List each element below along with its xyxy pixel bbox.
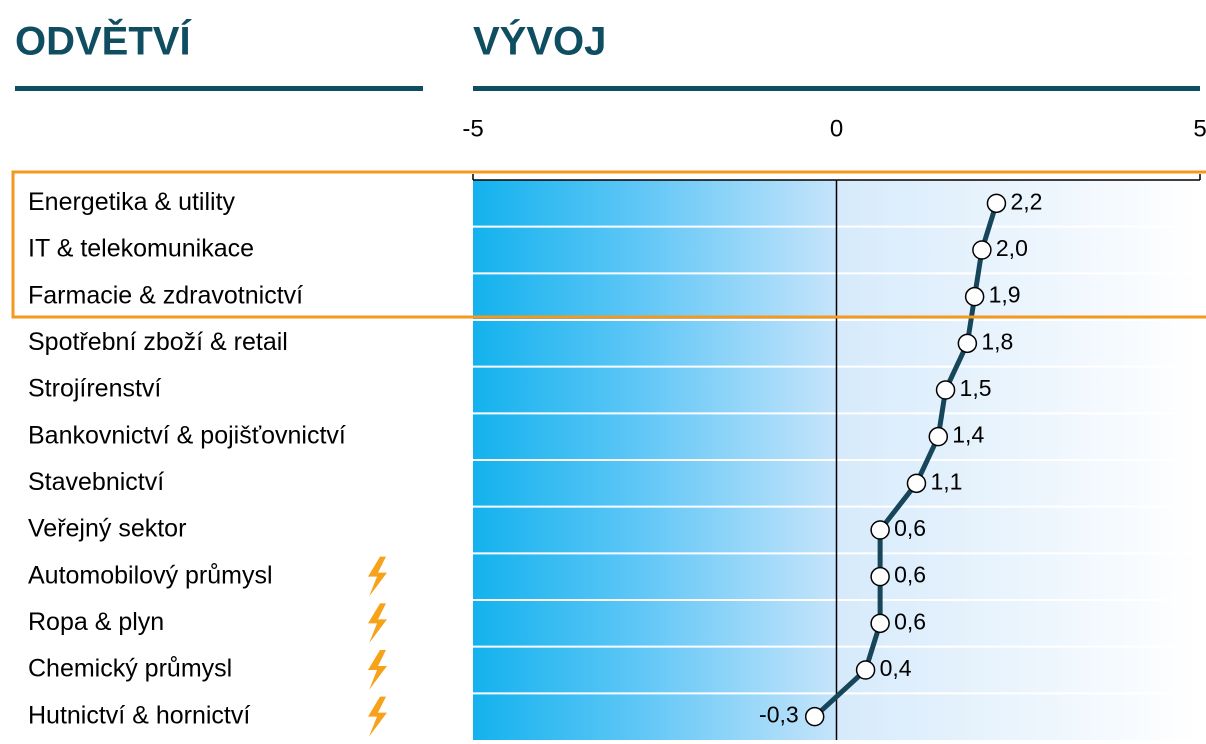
category-label: Farmacie & zdravotnictví — [28, 281, 303, 309]
title-rule — [15, 86, 423, 91]
category-label: Stavebnictví — [28, 468, 164, 496]
value-label: 1,8 — [981, 328, 1013, 354]
data-point — [870, 520, 890, 540]
column-title: ODVĚTVÍ — [15, 18, 191, 64]
highlight-box — [11, 170, 1206, 319]
category-label: Bankovnictví & pojišťovnictví — [28, 421, 346, 449]
category-label: Chemický průmysl — [28, 655, 232, 683]
x-tick-label: 0 — [830, 115, 843, 142]
data-point — [972, 240, 992, 260]
warning-icon — [368, 650, 387, 690]
category-label: Veřejný sektor — [28, 515, 186, 543]
category-label: Energetika & utility — [28, 188, 236, 216]
value-label: 0,6 — [894, 562, 926, 588]
value-label: 1,5 — [960, 375, 992, 401]
value-label: 2,0 — [996, 235, 1028, 261]
data-point — [855, 660, 876, 680]
title-rule — [473, 86, 1200, 91]
column-title: VÝVOJ — [473, 18, 606, 64]
value-label: 0,6 — [894, 608, 926, 634]
category-label: Spotřební zboží & retail — [28, 328, 288, 356]
data-point — [928, 426, 949, 447]
data-point — [870, 566, 890, 587]
warning-icon — [368, 696, 387, 737]
x-tick-label: -5 — [462, 115, 483, 142]
category-label: Ropa & plyn — [28, 608, 164, 636]
category-label: Automobilový průmysl — [28, 561, 273, 589]
category-label: Hutnictví & hornictví — [28, 701, 250, 729]
value-label: 1,9 — [989, 282, 1021, 308]
data-point — [964, 286, 985, 307]
value-label: -0,3 — [759, 702, 799, 728]
warning-icon — [368, 603, 387, 644]
warning-icon — [368, 556, 387, 597]
value-label: 0,6 — [894, 515, 926, 541]
value-label: 1,4 — [952, 422, 984, 448]
value-label: 2,2 — [1010, 188, 1042, 214]
x-tick-label: 5 — [1193, 115, 1206, 142]
value-label: 0,4 — [880, 655, 912, 681]
category-label: Strojírenství — [28, 375, 161, 403]
data-point — [804, 706, 825, 727]
data-point — [957, 333, 978, 354]
value-label: 1,1 — [930, 468, 962, 494]
category-label: IT & telekomunikace — [28, 235, 254, 263]
data-point — [986, 193, 1007, 214]
data-point — [935, 380, 956, 400]
data-point — [906, 473, 927, 494]
data-point — [870, 613, 890, 634]
